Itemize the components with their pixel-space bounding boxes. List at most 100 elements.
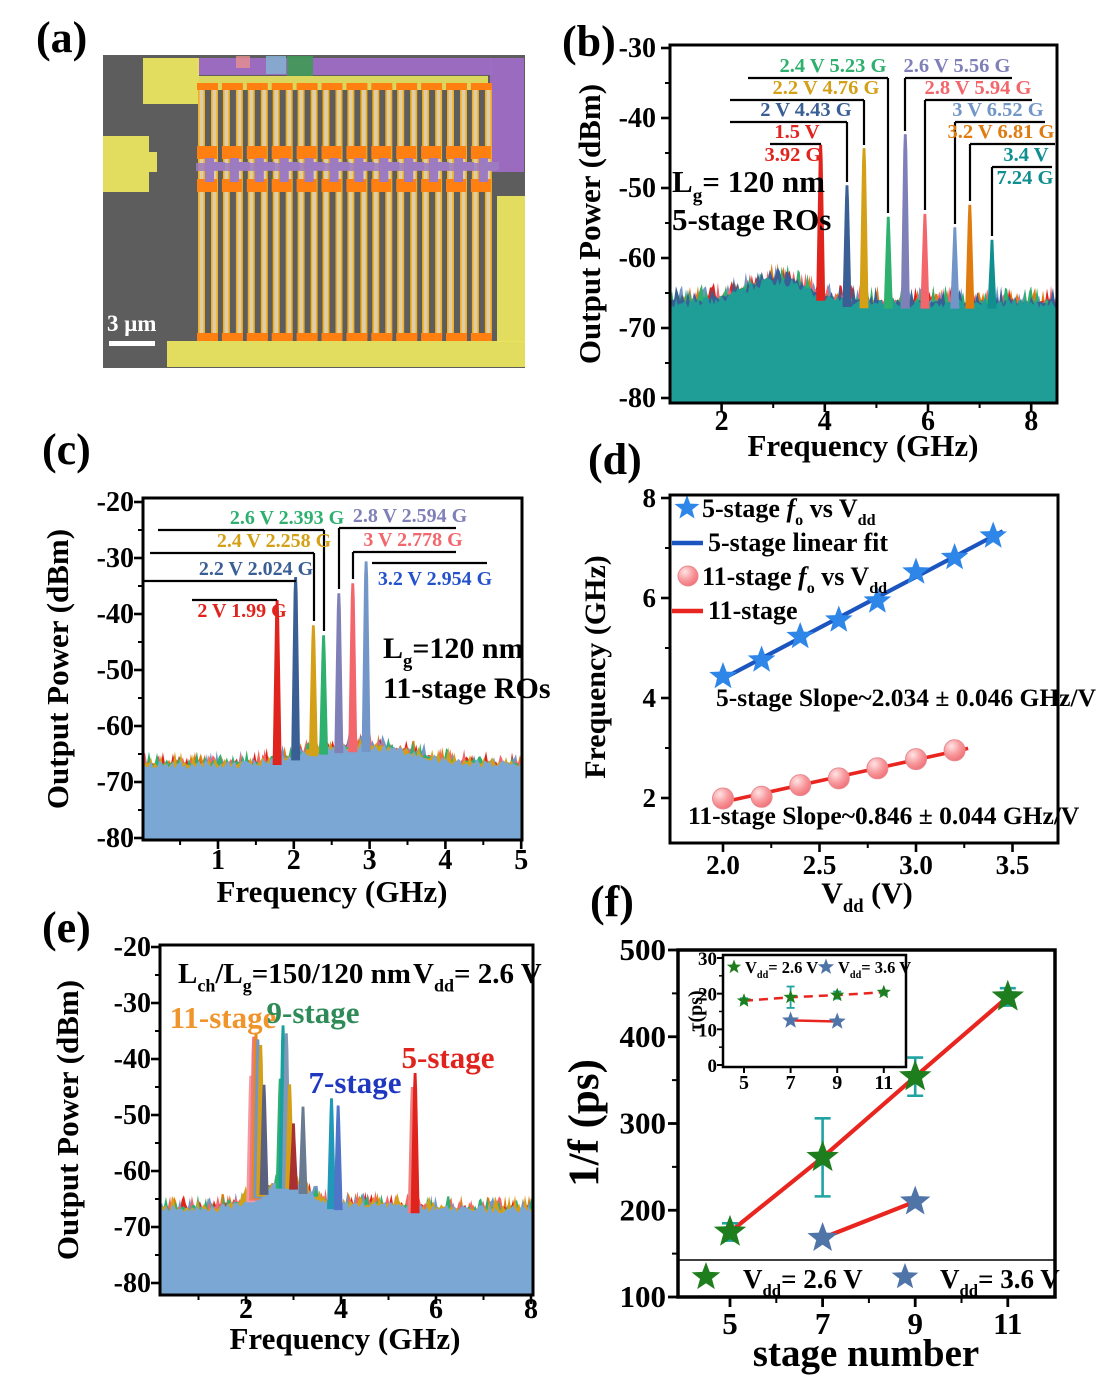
- inset-blue-star: [782, 1011, 800, 1028]
- oscillation-peak: [327, 1098, 336, 1210]
- data-star: [786, 622, 814, 649]
- peak-annotation: 2.4 V 2.258 G: [217, 530, 332, 552]
- x-tick-label: 4: [818, 406, 832, 437]
- oscillation-peak: [289, 1123, 298, 1190]
- device-text: 5-stage ROs: [672, 202, 831, 237]
- peak-annotation: 3.2 V 2.954 G: [378, 568, 493, 590]
- blue-star: [900, 1185, 931, 1215]
- y-tick-label: -50: [97, 655, 134, 686]
- data-sphere: [750, 785, 773, 808]
- x-tick-label: 1: [211, 845, 225, 876]
- x-tick-label: 5: [722, 1306, 738, 1341]
- noise-floor: [160, 1179, 533, 1295]
- panel-label-a: (a): [36, 13, 88, 62]
- header-text: Lch/Lg=150/120 nm: [178, 958, 411, 996]
- y-tick-label: -50: [114, 1100, 151, 1131]
- y-tick-label: -60: [97, 711, 134, 742]
- data-sphere: [712, 787, 734, 810]
- peak-annotation: 3.4 V: [1003, 144, 1048, 166]
- y-tick-label: 500: [620, 932, 667, 967]
- probe-pad-bottom: [167, 341, 525, 367]
- y-axis-title: Output Power (dBm): [572, 84, 607, 364]
- legend-star: [691, 1262, 721, 1290]
- peak-annotation: 3.92 G: [765, 144, 822, 166]
- x-tick-label: 2: [287, 845, 301, 876]
- inset-dashed-line: [743, 990, 884, 1003]
- green-star: [713, 1214, 747, 1246]
- y-axis-title: 1/f (ps): [561, 1059, 608, 1187]
- y-axis-title: Output Power (dBm): [40, 529, 75, 809]
- legend-entry: 11-stage fo vs Vdd: [702, 562, 887, 597]
- data-star: [940, 543, 969, 570]
- inset-line: [790, 1019, 838, 1023]
- inset-y-tick: 10: [698, 1020, 717, 1041]
- trend-line: [728, 995, 1010, 1234]
- peak-annotation: 3.2 V 6.81 G: [948, 121, 1055, 143]
- y-tick-label: -70: [97, 767, 134, 798]
- oscillation-peak: [987, 239, 997, 309]
- panel-label-d: (d): [588, 435, 642, 484]
- data-sphere: [943, 739, 966, 762]
- y-tick-label: -60: [114, 1156, 151, 1187]
- y-tick-label: -30: [114, 988, 151, 1019]
- inset-x-tick: 5: [739, 1072, 749, 1094]
- peak-annotation: 2.2 V 4.76 G: [773, 77, 880, 99]
- scale-bar-label: 3 μm: [107, 311, 156, 336]
- contact-pad: [371, 146, 392, 159]
- x-tick-label: 3: [363, 845, 377, 876]
- contact-pad: [197, 146, 217, 159]
- data-star: [902, 557, 930, 584]
- inset-legend-star: [726, 959, 742, 974]
- data-star: [825, 605, 853, 632]
- probe-pad-right: [497, 196, 525, 342]
- green-star: [806, 1140, 839, 1172]
- x-tick-label: 2: [715, 406, 729, 437]
- noise-floor: [670, 277, 1057, 403]
- contact-pad: [470, 146, 491, 159]
- y-tick-label: 2: [643, 783, 657, 813]
- peak-annotation: 2.4 V 5.23 G: [780, 55, 887, 77]
- contact-pad: [421, 146, 442, 159]
- x-axis-title: stage number: [753, 1332, 979, 1375]
- y-tick-label: -80: [619, 383, 656, 414]
- peak-annotation: 2.2 V 2.024 G: [199, 558, 314, 580]
- panel-e-chart: Lch/Lg=150/120 nm Vdd= 2.6 V 11-stage9-sta…: [50, 932, 542, 1356]
- peak-annotation: 2.8 V 5.94 G: [925, 77, 1032, 99]
- contact-pad: [446, 146, 466, 159]
- y-tick-label: -80: [97, 823, 134, 854]
- oscillation-peak: [965, 204, 975, 309]
- y-axis-title: Output Power (dBm): [50, 980, 85, 1260]
- x-axis-title: Frequency (GHz): [747, 428, 978, 463]
- probe-pad-left: [103, 136, 149, 192]
- green-star: [991, 979, 1024, 1011]
- oscillation-peak: [259, 1084, 269, 1195]
- inset-legend-entry: Vdd= 3.6 V: [838, 958, 911, 981]
- stage-label: 7-stage: [309, 1065, 402, 1100]
- oscillation-peak: [333, 1105, 343, 1211]
- inset-green-star: [783, 989, 798, 1004]
- legend-entry: Vdd= 2.6 V: [743, 1264, 863, 1300]
- y-tick-label: -40: [114, 1044, 151, 1075]
- panel-c-chart: 2.6 V 2.393 G 2.8 V 2.594 G 2.4 V 2.258 G 3…: [40, 487, 551, 909]
- legend-star: [891, 1263, 919, 1289]
- x-tick-label: 5: [514, 845, 528, 876]
- oscillation-peak: [410, 1073, 420, 1214]
- device-text: Lg= 120 nm: [672, 164, 825, 206]
- contact-pad: [296, 146, 317, 159]
- slope-annotation: 5-stage Slope~2.034 ± 0.046 GHz/V: [716, 683, 1097, 712]
- axis-frame: [158, 943, 535, 1297]
- legend-entry: 5-stage fo vs Vdd: [702, 494, 876, 529]
- oscillation-peak: [298, 1106, 308, 1194]
- y-tick-label: -80: [114, 1268, 151, 1299]
- peak-annotation: 2 V 4.43 G: [760, 99, 852, 121]
- y-tick-label: 200: [620, 1192, 667, 1227]
- contact-pad: [271, 146, 292, 159]
- x-axis-title: Frequency (GHz): [216, 874, 447, 909]
- y-tick-label: 400: [620, 1019, 667, 1054]
- x-tick-label: 8: [524, 1294, 538, 1325]
- panel-b-chart: 2.4 V 5.23 G 2.6 V 5.56 G 2.2 V 4.76 G 2.8 …: [572, 33, 1059, 463]
- oscillation-peak: [319, 635, 329, 755]
- inset-x-tick: 7: [786, 1072, 796, 1094]
